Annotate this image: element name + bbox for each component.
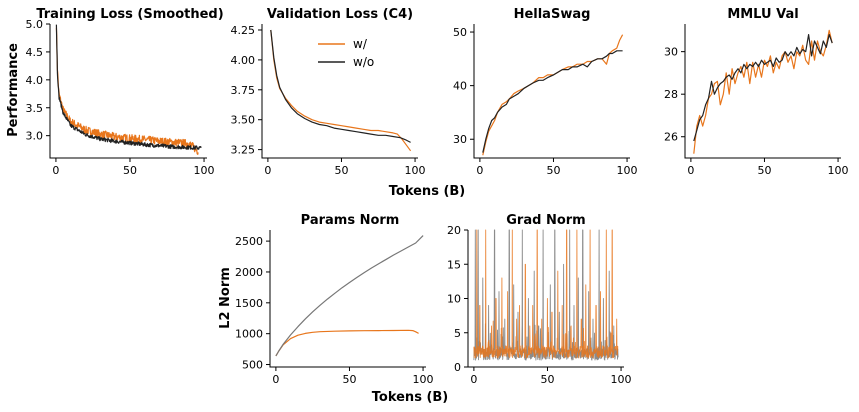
panel-grad-norm: Grad Norm 0 50 100 0 5 10 15 20 [447, 213, 632, 386]
panel-params-norm: Params Norm L2 Norm 0 50 100 500 1000 1500 200… [218, 213, 434, 386]
panel-title: Training Loss (Smoothed) [36, 7, 223, 22]
y-axis-label: L2 Norm [218, 267, 233, 329]
series-line-with [473, 229, 619, 359]
y-tick-label: 500 [242, 359, 263, 372]
y-tick-label: 30 [453, 133, 467, 146]
y-tick-label: 26 [664, 131, 678, 144]
series-line-with [482, 34, 624, 156]
x-tick-label: 0 [264, 164, 271, 177]
series-line-without [693, 34, 833, 142]
x-tick-label: 100 [611, 373, 632, 386]
y-tick-label: 4.5 [26, 46, 44, 59]
x-tick-label: 50 [342, 373, 356, 386]
y-tick-label: 20 [447, 224, 461, 237]
x-tick-label: 0 [470, 373, 477, 386]
panel-validation-loss: Validation Loss (C4) w/ w/o 0 50 100 3.25 3.… [231, 7, 426, 177]
y-tick-label: 10 [447, 293, 461, 306]
y-tick-label: 15 [447, 258, 461, 271]
y-tick-label: 3.0 [26, 130, 44, 143]
legend: w/ w/o [318, 37, 374, 69]
panel-title: Params Norm [301, 213, 400, 228]
x-tick-label: 0 [687, 164, 694, 177]
panel-title: MMLU Val [727, 7, 798, 22]
x-tick-label: 50 [540, 373, 554, 386]
series-line-without [55, 24, 202, 150]
series-line-with [55, 27, 199, 155]
y-tick-label: 3.50 [231, 114, 256, 127]
x-tick-label: 50 [546, 164, 560, 177]
y-tick-label: 1000 [235, 328, 263, 341]
x-tick-label: 50 [334, 164, 348, 177]
x-tick-label: 100 [405, 164, 426, 177]
x-tick-label: 0 [52, 164, 59, 177]
x-tick-label: 0 [476, 164, 483, 177]
series-line-with [270, 29, 412, 152]
legend-label-without: w/o [353, 55, 374, 69]
y-tick-label: 1500 [235, 297, 263, 310]
y-tick-label: 5.0 [26, 18, 44, 31]
y-tick-label: 3.5 [26, 102, 44, 115]
x-tick-label: 50 [123, 164, 137, 177]
x-tick-label: 100 [617, 164, 638, 177]
y-tick-label: 0 [454, 361, 461, 374]
y-tick-label: 2000 [235, 266, 263, 279]
y-tick-label: 5 [454, 327, 461, 340]
x-tick-label: 0 [272, 373, 279, 386]
series-line-without_gray [275, 235, 424, 357]
series-line-without [270, 29, 411, 143]
y-tick-label: 28 [664, 88, 678, 101]
y-tick-label: 4.0 [26, 74, 44, 87]
x-tick-label: 100 [413, 373, 434, 386]
x-tick-label: 50 [757, 164, 771, 177]
y-tick-label: 2500 [235, 235, 263, 248]
axis-spines [473, 24, 630, 159]
y-tick-label: 3.75 [231, 84, 256, 97]
y-tick-label: 30 [664, 46, 678, 59]
y-tick-label: 4.25 [231, 24, 256, 37]
x-tick-label: 100 [828, 164, 849, 177]
axis-spines [261, 24, 418, 159]
panel-mmlu: MMLU Val 0 50 100 26 28 30 [664, 7, 849, 177]
panel-hellaswag: HellaSwag 0 50 100 30 40 50 [453, 7, 638, 177]
y-tick-label: 50 [453, 26, 467, 39]
x-tick-label: 100 [194, 164, 215, 177]
series-line-with [275, 329, 419, 357]
legend-label-with: w/ [353, 37, 368, 51]
axis-spines [684, 24, 841, 159]
series-line-with [693, 29, 833, 154]
panel-title: Grad Norm [506, 213, 585, 228]
y-tick-label: 3.25 [231, 144, 256, 157]
y-tick-label: 4.00 [231, 54, 256, 67]
bottom-row-x-axis-label: Tokens (B) [372, 390, 449, 405]
series-line-without [482, 50, 623, 153]
panel-title: HellaSwag [514, 7, 591, 22]
top-row-x-axis-label: Tokens (B) [389, 184, 466, 199]
y-tick-label: 40 [453, 80, 467, 93]
panel-title: Validation Loss (C4) [267, 7, 413, 22]
panel-training-loss: Training Loss (Smoothed) Performance 0 50… [6, 7, 224, 177]
axis-spines [269, 230, 426, 368]
axis-spines [49, 24, 207, 159]
y-axis-label: Performance [6, 43, 21, 137]
